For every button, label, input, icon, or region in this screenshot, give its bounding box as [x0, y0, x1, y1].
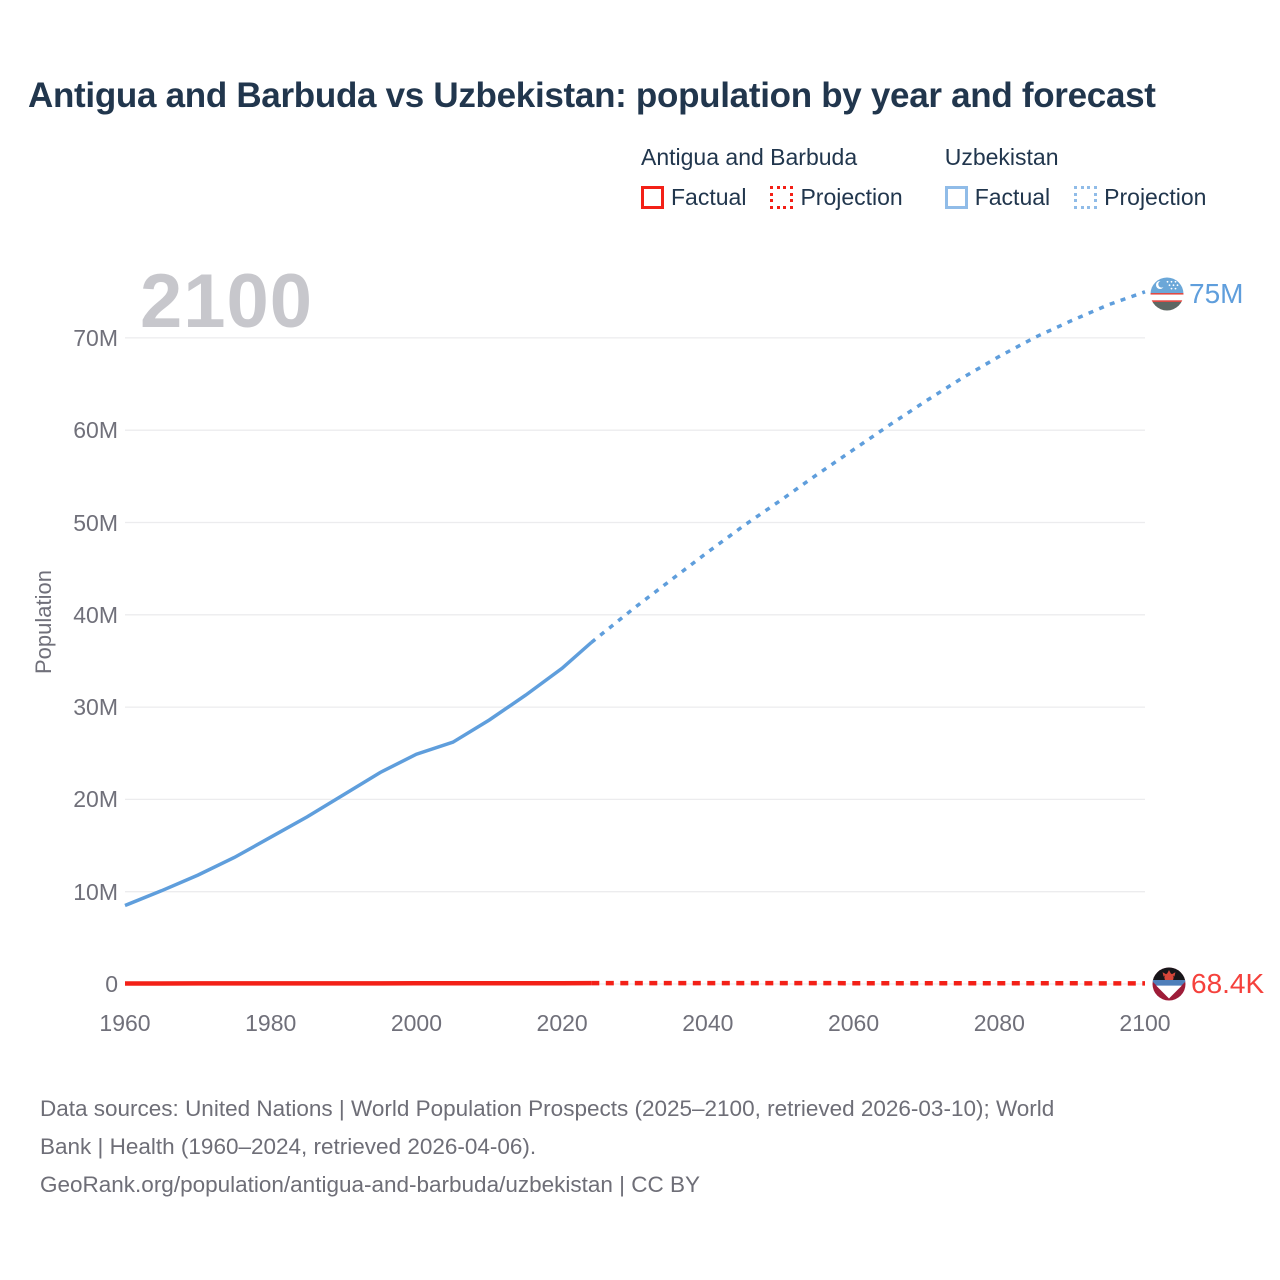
x-tick-label: 2040 — [682, 1010, 734, 1036]
attribution-link: GeoRank.org/population/antigua-and-barbu… — [40, 1172, 701, 1197]
legend-item-uzbekistan-factual[interactable]: Factual — [944, 184, 1051, 211]
data-sources-line-1: Data sources: United Nations | World Pop… — [40, 1096, 1055, 1121]
y-tick-label: 0 — [105, 971, 118, 997]
x-tick-label: 2100 — [1119, 1010, 1171, 1036]
legend-item-uzbekistan-projection[interactable]: Projection — [1074, 184, 1206, 211]
uzbekistan-projection-line — [590, 290, 1146, 644]
page-title: Antigua and Barbuda vs Uzbekistan: popul… — [28, 76, 1156, 115]
y-tick-label: 60M — [73, 417, 118, 444]
legend-group-uzbekistan: Uzbekistan Factual Projection — [944, 144, 1206, 211]
legend: Antigua and Barbuda Factual Projection U… — [641, 144, 1206, 211]
x-tick-label: 1980 — [245, 1010, 297, 1036]
uzbekistan-endpoint-marker: 75M — [1150, 277, 1243, 311]
solid-line-swatch-icon — [641, 186, 664, 209]
legend-item-antigua-projection[interactable]: Projection — [770, 184, 903, 211]
legend-item-label: Projection — [800, 184, 903, 210]
y-tick-label: 40M — [73, 601, 118, 628]
y-tick-label: 50M — [73, 509, 118, 536]
antigua-end-value: 68.4K — [1191, 968, 1265, 999]
legend-group-title: Antigua and Barbuda — [641, 144, 858, 170]
legend-item-label: Factual — [974, 184, 1051, 210]
legend-group-title: Uzbekistan — [944, 144, 1059, 170]
antigua-and-barbuda-flag-icon — [1152, 967, 1186, 1001]
x-tick-label: 1960 — [99, 1010, 151, 1036]
x-tick-label: 2020 — [536, 1010, 588, 1036]
legend-item-antigua-factual[interactable]: Factual — [641, 184, 746, 211]
data-sources-line-2: Bank | Health (1960–2024, retrieved 2026… — [40, 1134, 537, 1159]
dashed-line-swatch-icon — [770, 186, 794, 209]
x-tick-label: 2080 — [973, 1010, 1025, 1036]
antigua-endpoint-marker: 68.4K — [1152, 967, 1264, 1001]
y-tick-label: 70M — [73, 324, 118, 351]
solid-line-swatch-icon — [944, 186, 968, 209]
x-tick-label: 2000 — [390, 1010, 443, 1036]
dashed-line-swatch-icon — [1074, 186, 1098, 209]
footer: Data sources: United Nations | World Pop… — [40, 1090, 1255, 1204]
uzbekistan-end-value: 75M — [1189, 278, 1244, 309]
uzbekistan-flag-icon — [1150, 277, 1184, 311]
y-axis-title: Population — [31, 570, 56, 674]
legend-item-label: Projection — [1104, 184, 1207, 210]
y-tick-label: 20M — [73, 786, 118, 813]
watermark-year: 2100 — [140, 259, 314, 344]
uzbekistan-factual-line — [124, 641, 593, 908]
y-tick-label: 30M — [73, 694, 118, 721]
legend-group-antigua-and-barbuda: Antigua and Barbuda Factual Projection — [641, 144, 903, 211]
legend-item-label: Factual — [671, 184, 747, 210]
x-tick-label: 2060 — [827, 1010, 880, 1036]
y-tick-label: 10M — [73, 878, 118, 905]
